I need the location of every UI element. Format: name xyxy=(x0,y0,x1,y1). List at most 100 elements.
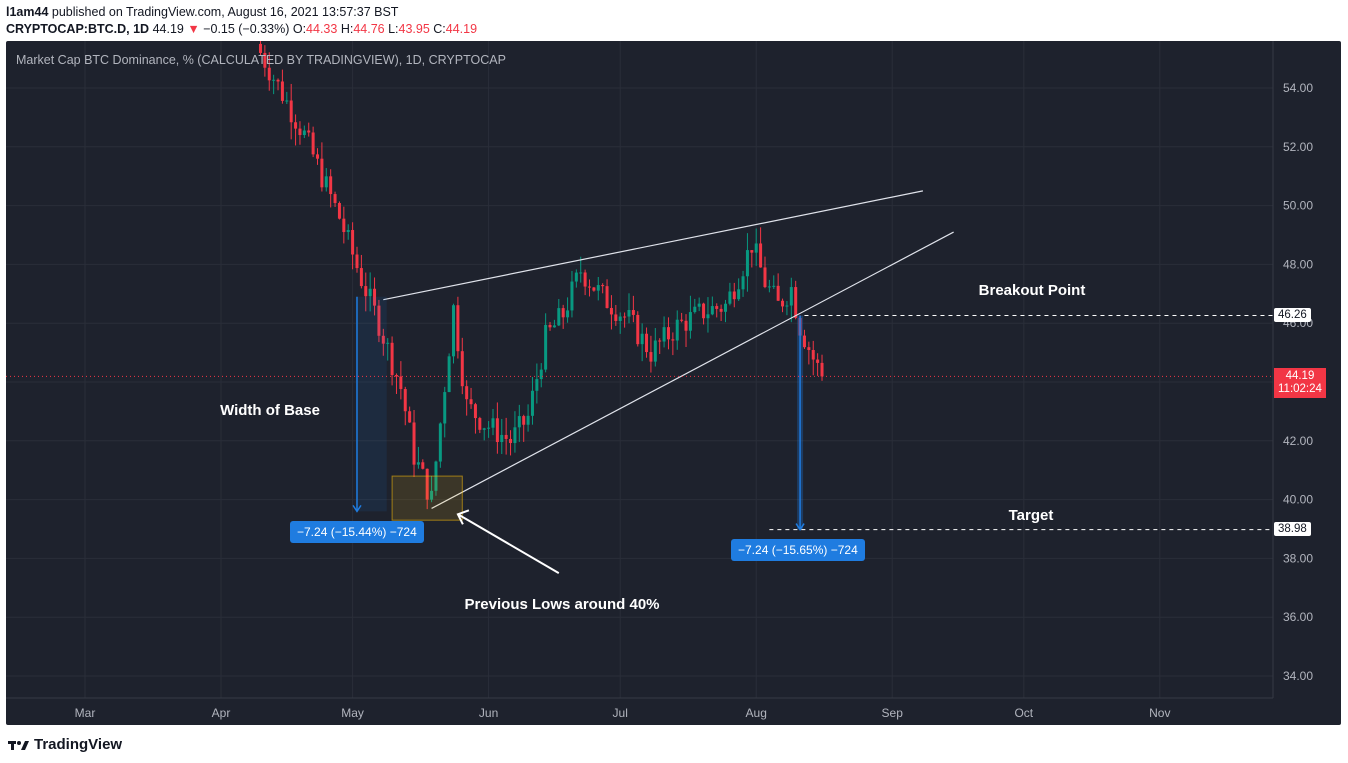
candle-body xyxy=(666,327,670,340)
candle-body xyxy=(280,81,284,101)
publish-line: l1am44 published on TradingView.com, Aug… xyxy=(6,5,398,19)
candle-body xyxy=(811,350,815,360)
measure-arrow-right-icon xyxy=(795,523,805,531)
candle-body xyxy=(307,130,311,133)
candle-body xyxy=(258,43,262,53)
author-name[interactable]: l1am44 xyxy=(6,5,49,19)
candle-body xyxy=(763,267,767,288)
candle-body xyxy=(772,285,776,287)
candle-body xyxy=(456,305,460,352)
candle-body xyxy=(478,418,482,430)
price-tick-label: 52.00 xyxy=(1283,140,1313,154)
candle-body xyxy=(719,308,723,312)
measure-label-right[interactable]: −7.24 (−15.65%) −724 xyxy=(731,539,865,561)
candle-body xyxy=(311,132,315,155)
candle-body xyxy=(421,462,425,469)
candle-body xyxy=(754,243,758,253)
candle-body xyxy=(807,347,811,351)
last-price-tag: 44.19 11:02:24 xyxy=(1274,368,1326,398)
candle-body xyxy=(399,376,403,390)
candle-body xyxy=(377,305,381,336)
arrow-head-icon xyxy=(456,509,470,525)
candle-body xyxy=(346,230,350,233)
time-tick-label: Sep xyxy=(882,706,904,720)
low-label: L: xyxy=(388,22,399,36)
candle-body xyxy=(504,434,508,439)
candle-body xyxy=(750,250,754,253)
candle-body xyxy=(452,305,456,357)
candle-body xyxy=(403,389,407,412)
chart-canvas[interactable]: 54.0052.0050.0048.0046.0044.0042.0040.00… xyxy=(6,41,1341,725)
candle-body xyxy=(495,418,499,443)
candle-body xyxy=(649,352,653,362)
candle-body xyxy=(728,291,732,304)
candle-body xyxy=(781,300,785,307)
candle-body xyxy=(355,254,359,269)
chart-pane[interactable]: 54.0052.0050.0048.0046.0044.0042.0040.00… xyxy=(6,41,1341,725)
candle-body xyxy=(579,272,583,274)
time-tick-label: May xyxy=(341,706,364,720)
candle-body xyxy=(302,130,306,136)
candle-body xyxy=(438,423,442,462)
width-of-base-label[interactable]: Width of Base xyxy=(220,402,320,419)
candle-body xyxy=(557,308,561,326)
price-tick-label: 42.00 xyxy=(1283,434,1313,448)
ohlc-line: CRYPTOCAP:BTC.D, 1D 44.19 ▼ −0.15 (−0.33… xyxy=(6,22,477,36)
candle-body xyxy=(816,359,820,363)
candle-body xyxy=(522,416,526,425)
candle-body xyxy=(491,418,495,428)
previous-lows-label[interactable]: Previous Lows around 40% xyxy=(464,596,660,613)
candle-body xyxy=(513,427,517,444)
candle-body xyxy=(570,281,574,311)
candle-body xyxy=(737,289,741,300)
candle-body xyxy=(636,314,640,345)
candle-body xyxy=(588,286,592,288)
measure-arrow-left-icon xyxy=(352,504,362,513)
time-tick-label: Apr xyxy=(212,706,231,720)
price-tick-label: 54.00 xyxy=(1283,81,1313,95)
target-price-tag: 38.98 xyxy=(1274,522,1311,536)
candle-body xyxy=(820,362,824,377)
candle-body xyxy=(745,250,749,277)
breakout-point-label[interactable]: Breakout Point xyxy=(978,282,1086,299)
candle-body xyxy=(684,320,688,331)
publish-info: published on TradingView.com, August 16,… xyxy=(51,5,399,19)
candle-body xyxy=(680,319,684,321)
change-value: −0.15 (−0.33%) xyxy=(203,22,290,36)
candle-body xyxy=(337,203,341,219)
time-tick-label: Mar xyxy=(75,706,96,720)
candle-body xyxy=(416,462,420,465)
candle-body xyxy=(465,386,469,400)
candle-body xyxy=(759,243,763,268)
candle-body xyxy=(285,100,289,102)
tradingview-logo[interactable]: TradingView xyxy=(8,736,122,753)
target-label[interactable]: Target xyxy=(1008,507,1054,524)
candle-body xyxy=(732,291,736,300)
candle-body xyxy=(373,288,377,306)
candle-body xyxy=(605,286,609,308)
price-tick-label: 50.00 xyxy=(1283,199,1313,213)
candle-body xyxy=(601,285,605,287)
open-label: O: xyxy=(292,22,307,36)
candle-body xyxy=(596,285,600,291)
candle-body xyxy=(509,438,513,444)
time-tick-label: Nov xyxy=(1149,706,1170,720)
candle-body xyxy=(697,303,701,307)
price-axis: 54.0052.0050.0048.0046.0044.0042.0040.00… xyxy=(1272,41,1313,698)
candle-body xyxy=(517,416,521,428)
candle-body xyxy=(394,375,398,377)
candle-body xyxy=(544,324,548,370)
candle-body xyxy=(653,340,657,362)
candle-body xyxy=(359,268,363,287)
candle-body xyxy=(320,158,324,188)
candle-body xyxy=(329,176,333,195)
measure-label-left[interactable]: −7.24 (−15.44%) −724 xyxy=(290,521,424,543)
candle-body xyxy=(776,285,780,301)
candle-body xyxy=(627,310,631,317)
high-value: 44.76 xyxy=(353,22,385,36)
candle-body xyxy=(430,490,434,500)
candle-body xyxy=(640,333,644,345)
candle-body xyxy=(294,122,298,129)
candle-body xyxy=(789,287,793,306)
high-label: H: xyxy=(340,22,354,36)
